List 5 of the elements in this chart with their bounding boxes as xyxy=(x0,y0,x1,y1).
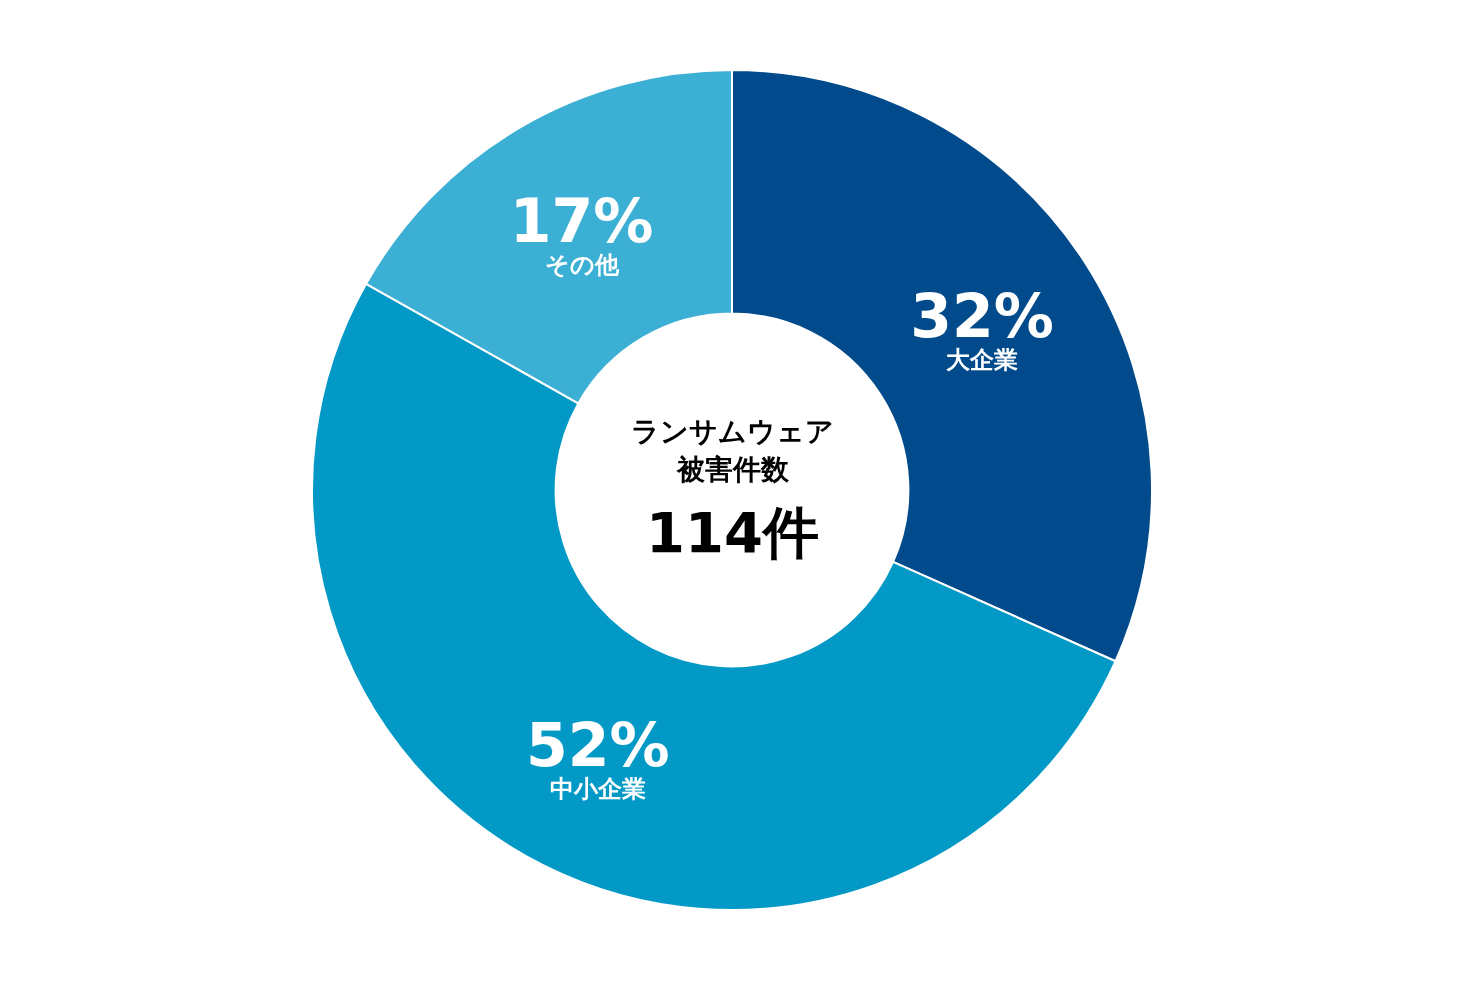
text: 114件 xyxy=(646,500,819,565)
slice-label: 大企業 xyxy=(946,346,1019,375)
slice-label: 中小企業 xyxy=(549,774,646,803)
text: ランサムウェア xyxy=(631,415,834,448)
text: 被害件数 xyxy=(675,453,790,486)
